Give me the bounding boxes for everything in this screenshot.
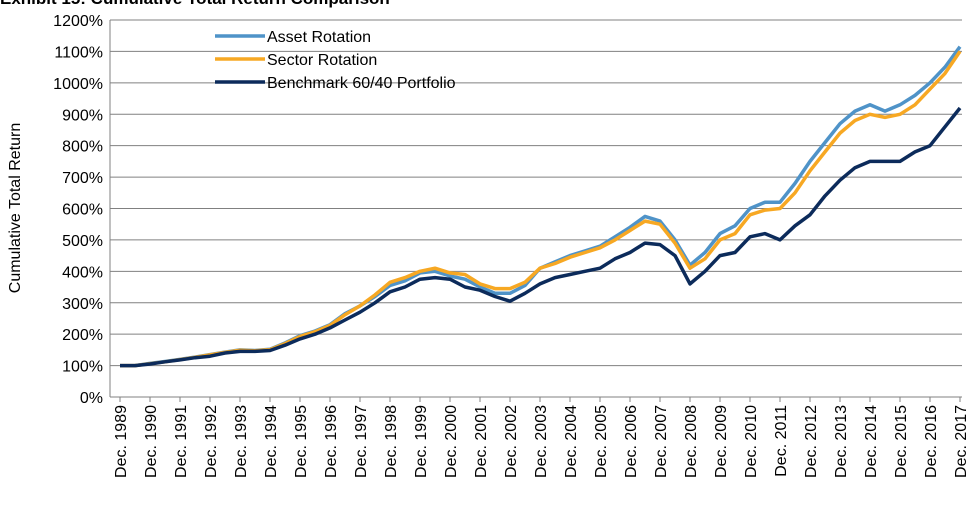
y-tick-label: 500% bbox=[62, 233, 103, 250]
y-tick-label: 600% bbox=[62, 202, 103, 219]
x-tick-label: Dec. 1993 bbox=[233, 405, 250, 478]
x-tick-label: Dec. 2016 bbox=[923, 405, 940, 478]
series-line bbox=[120, 45, 962, 368]
x-tick-label: Dec. 1989 bbox=[113, 405, 130, 478]
x-tick-label: Dec. 2015 bbox=[893, 405, 910, 478]
x-tick-label: Dec. 1994 bbox=[263, 405, 280, 478]
y-tick-label: 900% bbox=[62, 107, 103, 124]
x-tick-label: Dec. 2001 bbox=[473, 405, 490, 478]
y-tick-label: 800% bbox=[62, 139, 103, 156]
x-tick-label: Dec. 1996 bbox=[323, 405, 340, 478]
x-tick-label: Dec. 1990 bbox=[143, 405, 160, 478]
x-tick-label: Dec. 2009 bbox=[713, 405, 730, 478]
y-tick-label: 400% bbox=[62, 264, 103, 281]
y-axis-label: Cumulative Total Return bbox=[7, 123, 24, 293]
x-tick-label: Dec. 2012 bbox=[803, 405, 820, 478]
y-tick-label: 0% bbox=[80, 390, 103, 407]
x-tick-label: Dec. 1992 bbox=[203, 405, 220, 478]
x-tick-label: Dec. 2006 bbox=[623, 405, 640, 478]
y-tick-label: 200% bbox=[62, 327, 103, 344]
x-tick-label: Dec. 2014 bbox=[863, 405, 880, 478]
x-tick-label: Dec. 1997 bbox=[353, 405, 370, 478]
y-tick-label: 100% bbox=[62, 359, 103, 376]
x-tick-label: Dec. 2013 bbox=[833, 405, 850, 478]
x-tick-label: Dec. 2000 bbox=[443, 405, 460, 478]
y-tick-label: 1100% bbox=[54, 44, 103, 61]
x-tick-label: Dec. 2011 bbox=[773, 405, 790, 477]
x-tick-label: Dec. 2004 bbox=[563, 405, 580, 478]
x-tick-label: Dec. 2005 bbox=[593, 405, 610, 478]
x-tick-label: Dec. 1991 bbox=[173, 405, 190, 478]
y-tick-label: 1200% bbox=[53, 13, 103, 30]
legend-label: Asset Rotation bbox=[267, 29, 371, 46]
x-tick-label: Dec. 2003 bbox=[533, 405, 550, 478]
x-tick-label: Dec. 1998 bbox=[383, 405, 400, 478]
x-tick-label: Dec. 2010 bbox=[743, 405, 760, 478]
x-tick-label: Dec. 2007 bbox=[653, 405, 670, 478]
x-tick-label: Dec. 1999 bbox=[413, 405, 430, 478]
x-tick-label: Dec. 1995 bbox=[293, 405, 310, 478]
x-tick-label: Dec. 2008 bbox=[683, 405, 700, 478]
y-tick-label: 300% bbox=[62, 296, 103, 313]
chart-title: Exhibit 15: Cumulative Total Return Comp… bbox=[0, 0, 390, 8]
y-tick-label: 700% bbox=[62, 170, 103, 187]
y-tick-label: 1000% bbox=[53, 76, 103, 93]
x-tick-label: Dec. 2017 bbox=[953, 405, 970, 478]
x-tick-label: Dec. 2002 bbox=[503, 405, 520, 478]
legend-label: Benchmark 60/40 Portfolio bbox=[267, 75, 456, 92]
series-line bbox=[120, 106, 962, 368]
legend-label: Sector Rotation bbox=[267, 52, 377, 69]
